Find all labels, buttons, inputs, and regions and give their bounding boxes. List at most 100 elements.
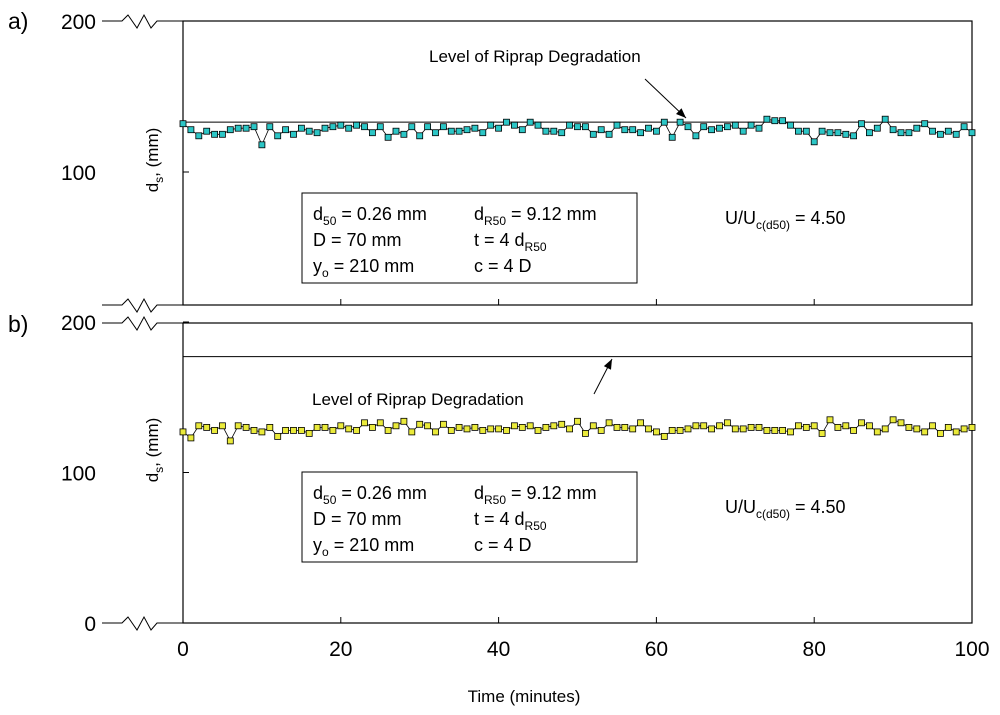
data-point — [937, 429, 944, 437]
data-point — [376, 419, 384, 427]
info-text: d — [313, 483, 323, 503]
info-text: = 0.26 mm — [336, 204, 427, 224]
data-point — [218, 130, 226, 138]
data-point — [929, 422, 936, 430]
velocity-ratio-main: U/U — [725, 208, 756, 228]
data-point — [487, 425, 495, 433]
x-tick-label: 80 — [803, 638, 826, 661]
data-point — [558, 420, 566, 428]
data-point — [384, 426, 392, 434]
data-point — [274, 132, 282, 140]
x-tick-label: 0 — [177, 638, 189, 661]
data-point — [258, 141, 266, 149]
info-text: c = 4 D — [474, 256, 532, 276]
data-point — [282, 126, 290, 134]
data-point — [392, 127, 400, 135]
data-point — [313, 423, 321, 431]
data-point — [226, 126, 234, 134]
data-point — [944, 423, 952, 431]
data-point — [708, 425, 715, 433]
data-point — [881, 425, 889, 433]
info-subscript: R50 — [484, 493, 506, 507]
axis-break-mark — [102, 315, 183, 331]
data-point — [952, 428, 960, 436]
y-tick-label: 200 — [61, 312, 96, 335]
data-point — [755, 423, 763, 431]
data-point — [968, 129, 976, 137]
info-line: t = 4 dR50 — [474, 509, 547, 533]
axis-break-mark — [102, 615, 183, 631]
data-point — [432, 129, 439, 137]
data-point — [234, 124, 242, 132]
info-subscript: 50 — [323, 493, 337, 507]
data-point — [582, 123, 589, 131]
data-point — [345, 425, 353, 433]
axis-break-mark — [102, 13, 183, 29]
data-point — [416, 132, 424, 140]
data-point — [542, 423, 550, 431]
data-point — [187, 434, 195, 442]
data-point — [763, 426, 771, 434]
y-tick-label: 100 — [61, 162, 96, 185]
data-point — [218, 422, 226, 430]
velocity-ratio-rest: = 4.50 — [790, 208, 846, 228]
y-axis-title-rest: , (mm) — [143, 418, 162, 467]
data-point — [408, 428, 416, 436]
data-point — [258, 428, 266, 436]
velocity-ratio: U/Uc(d50) = 4.50 — [725, 497, 846, 521]
data-point — [826, 129, 834, 137]
data-point — [455, 127, 463, 135]
data-point — [629, 126, 637, 134]
info-subscript: 50 — [323, 214, 337, 228]
info-text: = 0.26 mm — [336, 483, 427, 503]
data-point — [716, 124, 723, 132]
data-point — [518, 126, 526, 134]
y-axis-title-main: d — [143, 473, 162, 482]
data-point — [487, 121, 495, 129]
data-point — [290, 426, 297, 434]
data-point — [313, 129, 321, 137]
data-point — [645, 124, 652, 132]
data-point — [905, 423, 913, 431]
data-point — [471, 423, 479, 431]
info-text: d — [474, 204, 484, 224]
data-point — [526, 422, 534, 430]
x-tick-label: 40 — [487, 638, 510, 661]
data-point — [290, 130, 297, 138]
info-text: = 9.12 mm — [506, 204, 597, 224]
data-point — [660, 118, 668, 126]
data-point — [771, 426, 779, 434]
data-point — [203, 423, 211, 431]
info-subscript: R50 — [525, 519, 547, 533]
data-point — [242, 124, 250, 132]
data-point — [637, 419, 644, 427]
velocity-ratio-sub: c(d50) — [756, 507, 790, 521]
data-point — [211, 426, 219, 434]
info-text: y — [313, 256, 322, 276]
data-point — [700, 123, 708, 131]
velocity-ratio: U/Uc(d50) = 4.50 — [725, 208, 846, 232]
y-axis-title-sub: s — [152, 467, 166, 473]
reference-line-label: Level of Riprap Degradation — [429, 47, 641, 66]
x-tick-label: 20 — [329, 638, 352, 661]
info-line: c = 4 D — [474, 256, 532, 276]
info-line: yo = 210 mm — [313, 535, 414, 559]
y-axis-title-rest: , (mm) — [143, 128, 162, 177]
data-point — [179, 120, 187, 128]
data-point — [471, 124, 479, 132]
data-point — [724, 123, 731, 131]
data-point — [321, 423, 329, 431]
annotation-arrow-head — [675, 108, 686, 118]
data-point — [613, 121, 621, 129]
data-point — [944, 127, 952, 135]
data-point — [329, 426, 337, 434]
data-point — [211, 130, 219, 138]
data-point — [676, 118, 684, 126]
data-point — [361, 419, 368, 427]
info-subscript: R50 — [484, 214, 506, 228]
data-point — [889, 126, 897, 134]
data-point — [558, 129, 566, 137]
info-subscript: o — [322, 266, 329, 280]
data-point — [724, 419, 731, 427]
data-point — [921, 120, 929, 128]
